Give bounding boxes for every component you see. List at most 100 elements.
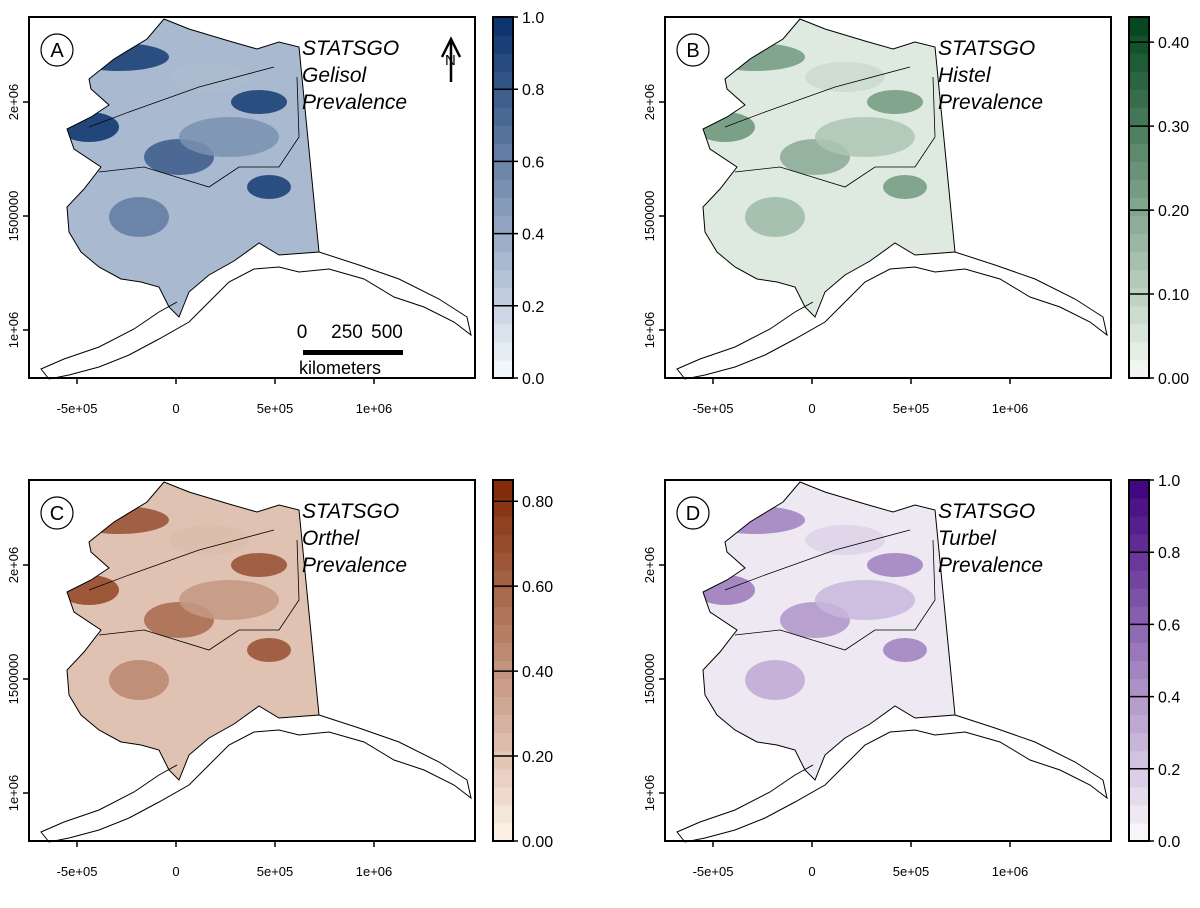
panel-label-circle — [676, 496, 710, 530]
colorbar-step — [1129, 624, 1149, 643]
scale-bar-label: 250 — [331, 322, 363, 343]
raster-patch — [231, 553, 287, 577]
scale-bar — [303, 350, 403, 355]
scale-bar-label: 500 — [371, 322, 403, 343]
colorbar-step — [1129, 341, 1149, 361]
map-panel-d: D STATSGO Turbel Prevalence -5e+05 0 5e+05 1e+0… — [636, 463, 1200, 903]
colorbar-step — [493, 696, 513, 716]
x-tick-label: 1e+06 — [356, 864, 393, 879]
colorbar-step — [493, 233, 513, 253]
coastline — [66, 18, 320, 318]
y-tick-label: 2e+06 — [642, 84, 657, 121]
colorbar-step — [1129, 696, 1149, 716]
raster-patch — [883, 638, 927, 662]
raster-patch — [69, 43, 169, 71]
colorbar-step — [493, 786, 513, 806]
colorbar-step — [493, 822, 513, 842]
colorbar-tick-label: 0.2 — [522, 299, 544, 316]
colorbar-step — [1129, 53, 1149, 72]
colorbar-step — [493, 197, 513, 217]
raster-patch — [705, 506, 805, 534]
colorbar-tick-label: 0.00 — [1158, 371, 1189, 388]
x-tick-label: -5e+05 — [57, 401, 98, 416]
colorbar-step — [1129, 786, 1149, 806]
colorbar-step — [1129, 143, 1149, 162]
colorbar-step — [1129, 359, 1149, 379]
colorbar-step — [1129, 323, 1149, 343]
map-title-line: STATSGO — [302, 500, 399, 523]
colorbar-step — [493, 660, 513, 680]
colorbar-tick-label: 0.20 — [1158, 203, 1189, 220]
raster-patch — [805, 525, 885, 555]
colorbar-step — [1129, 125, 1149, 144]
colorbar-step — [1129, 251, 1149, 271]
colorbar-step — [1129, 179, 1149, 198]
colorbar-step — [1129, 215, 1149, 235]
colorbar-step — [1129, 107, 1149, 126]
colorbar-step — [493, 552, 513, 571]
raster-patch — [815, 580, 915, 620]
coastline — [702, 18, 956, 318]
colorbar-step — [1129, 714, 1149, 734]
colorbar-step — [1129, 197, 1149, 217]
colorbar-tick-label: 0.8 — [522, 82, 544, 99]
north-arrow-icon — [440, 36, 462, 82]
colorbar-tick-label: 0.0 — [1158, 834, 1180, 851]
colorbar-tick-label: 0.2 — [1158, 762, 1180, 779]
raster-patch — [169, 62, 249, 92]
coastline-south — [40, 714, 472, 843]
raster-patch — [883, 175, 927, 199]
raster-patch — [745, 660, 805, 700]
raster-patch — [179, 117, 279, 157]
scale-bar-unit: kilometers — [299, 358, 381, 378]
y-tick-label: 1e+06 — [642, 775, 657, 812]
y-tick-label: 2e+06 — [642, 547, 657, 584]
colorbar-step — [493, 714, 513, 734]
x-tick-label: 5e+05 — [257, 401, 294, 416]
colorbar-step — [1129, 750, 1149, 770]
colorbar-step — [493, 215, 513, 235]
map-panel-b: B STATSGO Histel Prevalence -5e+05 0 5e+05 1e+0… — [636, 0, 1200, 440]
colorbar-step — [493, 107, 513, 126]
colorbar-step — [493, 480, 513, 499]
colorbar-tick-label: 0.10 — [1158, 287, 1189, 304]
colorbar-step — [493, 125, 513, 144]
colorbar-tick-label: 0.00 — [522, 834, 553, 851]
y-tick-label: 2e+06 — [6, 84, 21, 121]
colorbar-step — [1129, 269, 1149, 289]
map-title-line: Histel — [938, 64, 992, 87]
x-tick-label: -5e+05 — [57, 864, 98, 879]
coastline — [702, 481, 956, 781]
region-boundary — [724, 66, 936, 188]
y-tick-label: 2e+06 — [6, 547, 21, 584]
y-tick-label: 1e+06 — [642, 312, 657, 349]
colorbar-step — [493, 750, 513, 770]
panel-label-circle — [40, 33, 74, 67]
colorbar-step — [493, 606, 513, 625]
colorbar-step — [1129, 606, 1149, 625]
colorbar-step — [1129, 570, 1149, 589]
colorbar-step — [493, 143, 513, 162]
colorbar-step — [493, 287, 513, 307]
x-tick-label: 1e+06 — [356, 401, 393, 416]
colorbar-step — [1129, 768, 1149, 788]
colorbar-step — [1129, 660, 1149, 680]
colorbar-step — [1129, 642, 1149, 661]
coastline — [66, 481, 320, 781]
y-tick-label: 1e+06 — [6, 312, 21, 349]
colorbar-step — [493, 161, 513, 180]
scale-bar-label: 0 — [297, 322, 308, 343]
colorbar-tick-label: 1.0 — [522, 10, 544, 27]
colorbar-step — [493, 588, 513, 607]
colorbar-step — [1129, 233, 1149, 253]
colorbar-step — [493, 498, 513, 517]
panel-label: B — [686, 40, 699, 62]
colorbar-step — [493, 642, 513, 661]
panel-label-circle — [40, 496, 74, 530]
colorbar-tick-label: 0.4 — [1158, 690, 1180, 707]
y-tick-label: 1500000 — [642, 654, 657, 705]
panel-label-circle — [676, 33, 710, 67]
map-title-line: Prevalence — [302, 554, 407, 577]
map-title-line: STATSGO — [938, 37, 1035, 60]
map-title-line: Prevalence — [302, 91, 407, 114]
